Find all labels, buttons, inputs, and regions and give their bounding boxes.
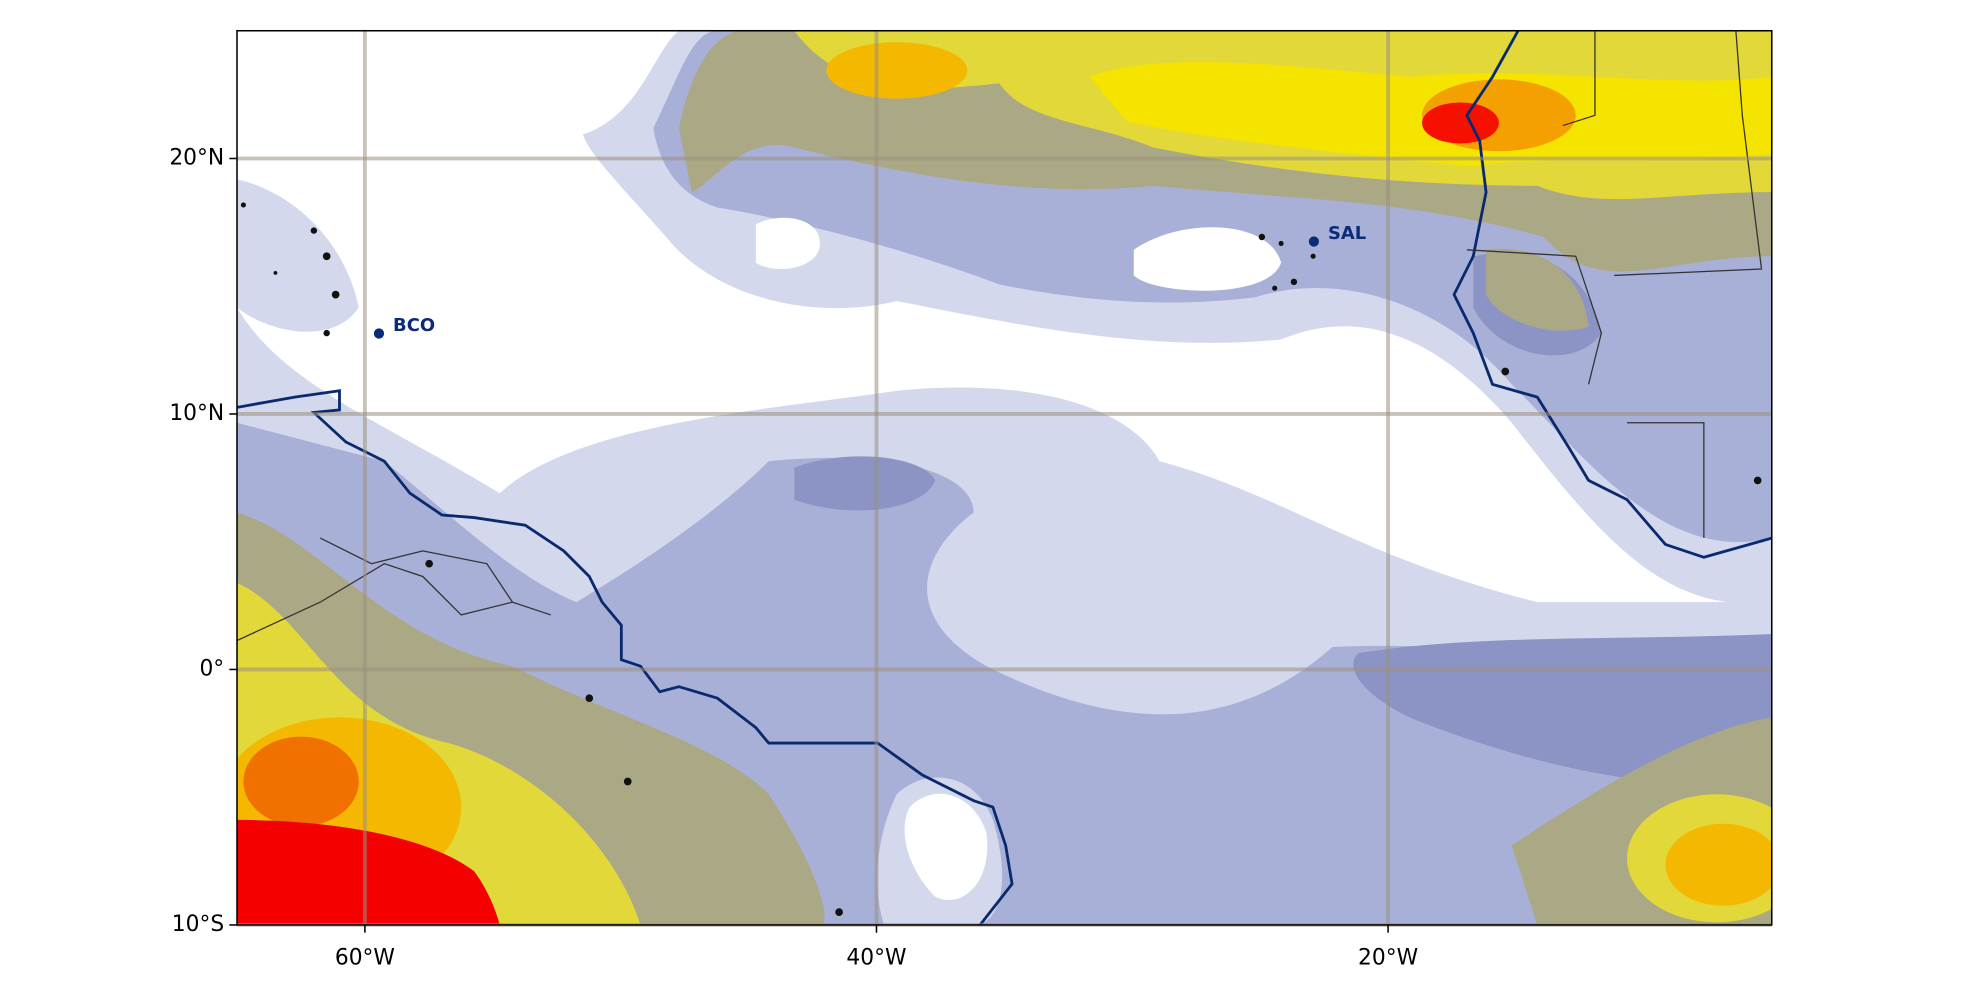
station-marker: [373, 328, 385, 339]
station-label: SAL: [1328, 223, 1366, 244]
x-tick-label: 60°W: [335, 945, 395, 970]
x-tick-label: 20°W: [1358, 945, 1418, 970]
station-label: BCO: [393, 315, 435, 336]
map-field: [237, 30, 1772, 925]
stations: BCO SAL: [373, 223, 1366, 339]
station-marker: [1308, 236, 1320, 247]
axis-ticks: 60°W 40°W 20°W 10°S 0° 10°N 20°N: [169, 145, 1418, 970]
islands: [240, 202, 1762, 916]
y-tick-label: 10°N: [169, 401, 224, 426]
x-tick-label: 40°W: [846, 945, 906, 970]
y-tick-label: 20°N: [169, 145, 224, 170]
y-tick-label: 0°: [199, 656, 224, 681]
y-tick-label: 10°S: [172, 912, 224, 937]
map-frame: [236, 29, 1773, 926]
